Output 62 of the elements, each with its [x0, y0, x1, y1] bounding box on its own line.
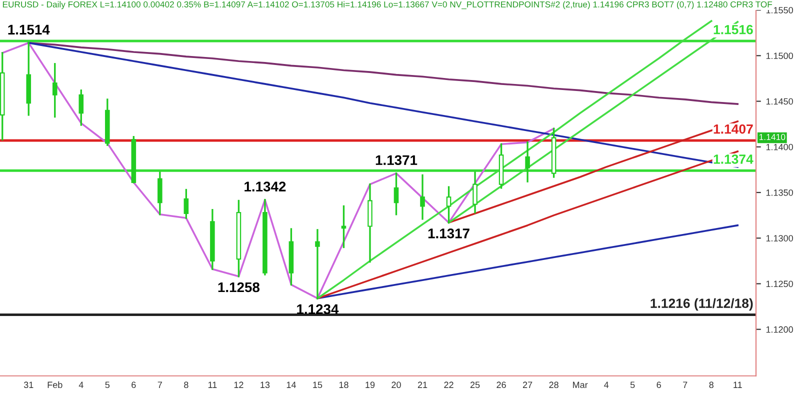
x-tick-label: 18 — [339, 382, 348, 388]
line-series — [316, 224, 739, 300]
x-tick-label: 6 — [656, 382, 661, 388]
y-tick-label: 1.1500 — [766, 52, 793, 60]
ref-line-label: 1.1374 — [714, 154, 754, 164]
x-tick-label: 26 — [496, 382, 506, 388]
ref-line-label: 1.1407 — [714, 124, 753, 134]
x-tick-label: 11 — [208, 382, 217, 388]
x-tick-label: 28 — [549, 382, 558, 388]
x-tick-label: 4 — [78, 382, 84, 388]
y-tick-label: 1.1350 — [766, 189, 793, 196]
x-tick-label: 8 — [184, 382, 188, 388]
annotation: 1.1234 — [297, 304, 339, 314]
ref-line-label: 1.1516 — [714, 24, 753, 34]
annotation: 1.1410 — [759, 134, 786, 140]
candlestick — [394, 172, 399, 216]
x-tick-label: 19 — [366, 382, 375, 388]
candlestick — [341, 205, 346, 248]
chart-title: EURUSD - Daily FOREX L=1.14100 0.00402 0.35% B=1.14097 A=1.14102 O=1.13705 Hi=1.14196 Lo=1.13667 V=0 NV_PLOTTRENDPOINTS#2 (2,true) 1.14196 CPR3 BOT7 (0,7) 1.12480 CPR3 TOF — [2, 1, 772, 10]
annotation: 1.1317 — [428, 228, 470, 238]
candlestick — [184, 188, 189, 219]
x-tick-label: 12 — [234, 382, 244, 388]
x-tick-label: 7 — [683, 382, 688, 388]
annotation: 1.1258 — [218, 282, 260, 292]
x-tick-label: 22 — [444, 382, 454, 388]
candlestick — [158, 172, 162, 216]
annotation: 1.1514 — [8, 24, 50, 35]
candlestick — [446, 186, 452, 224]
y-tick-label: 1.1450 — [766, 98, 793, 105]
x-tick-label: 5 — [105, 382, 110, 388]
candlestick — [315, 229, 320, 300]
x-tick-label: 14 — [286, 382, 296, 388]
y-tick-label: 1.1200 — [766, 326, 793, 333]
x-tick-label: 27 — [522, 382, 532, 388]
x-tick-label: 25 — [470, 382, 480, 388]
x-tick-label: 13 — [260, 382, 270, 388]
x-tick-label: 6 — [132, 382, 136, 388]
candlestick — [525, 141, 530, 182]
candlestick — [52, 63, 58, 118]
x-tick-label: 7 — [158, 382, 162, 388]
y-tick-label: 1.1400 — [766, 144, 793, 150]
x-tick-label: 31 — [24, 382, 34, 388]
x-tick-label: 21 — [418, 382, 428, 388]
y-tick-label: 1.1300 — [766, 235, 793, 242]
line-series — [1, 42, 555, 300]
x-tick-label: 15 — [313, 382, 322, 388]
x-tick-label: 4 — [604, 382, 609, 388]
x-tick-label: 5 — [630, 382, 635, 388]
x-tick-label: 8 — [709, 382, 714, 388]
x-tick-label: 11 — [734, 382, 742, 388]
annotation: 1.1371 — [376, 155, 418, 166]
annotation: 1.1342 — [244, 182, 286, 192]
candlestick — [78, 89, 84, 126]
line-series — [316, 20, 712, 300]
x-tick-label: Mar — [573, 382, 588, 388]
ref-line-label: 1.1216 (11/12/18) — [650, 298, 753, 311]
candlestick — [472, 172, 478, 214]
x-tick-label: Feb — [48, 381, 62, 388]
candlestick — [420, 174, 425, 220]
line-series — [28, 42, 739, 105]
y-tick-label: 1.1250 — [766, 280, 793, 288]
x-tick-label: 20 — [392, 382, 401, 388]
